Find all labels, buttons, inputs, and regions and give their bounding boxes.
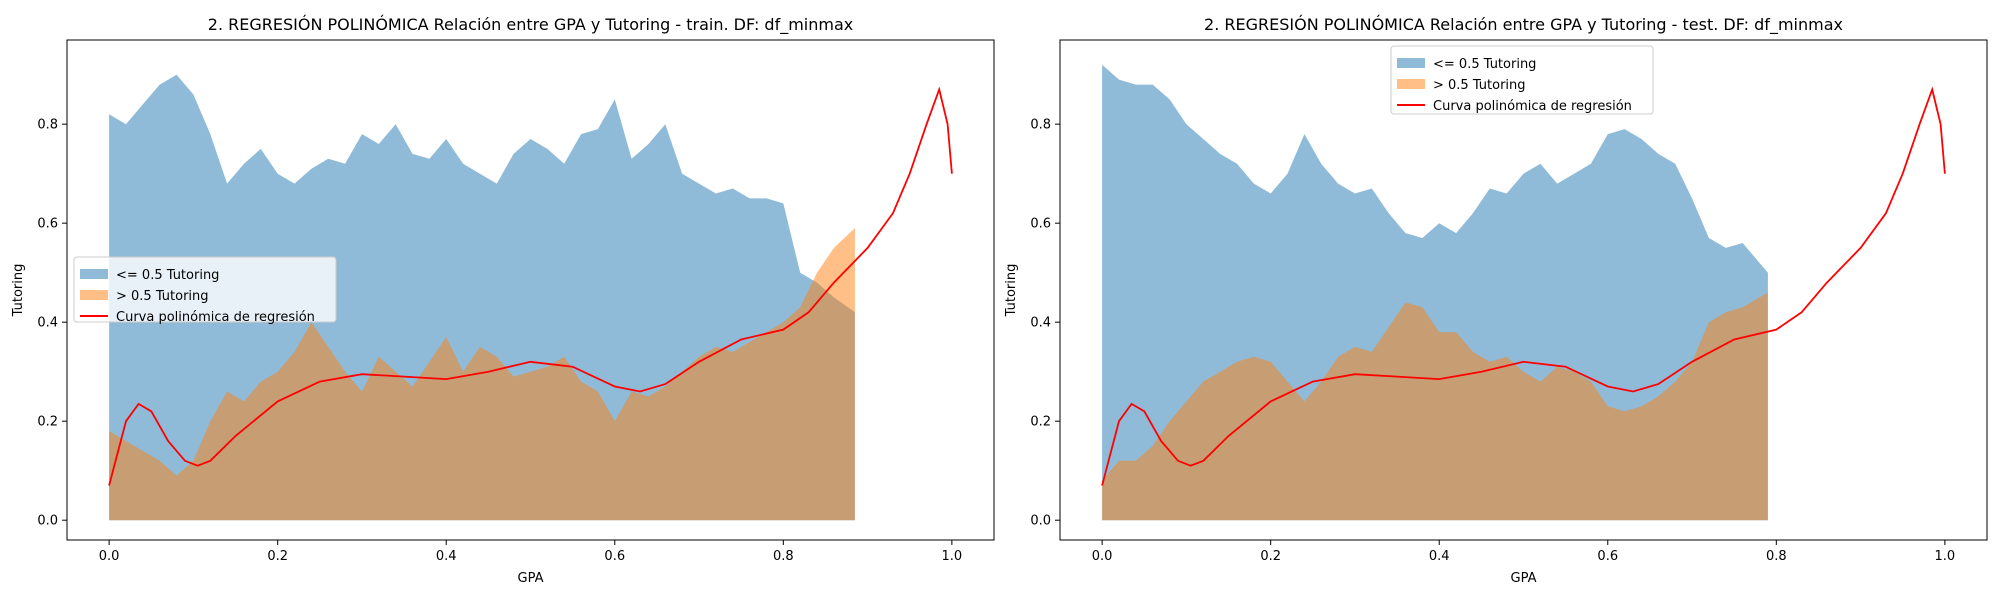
legend-label: Curva polinómica de regresión bbox=[116, 310, 315, 325]
legend-label: > 0.5 Tutoring bbox=[116, 289, 209, 304]
x-tick-label: 0.4 bbox=[1429, 549, 1450, 564]
regression-curve-line bbox=[108, 86, 953, 486]
legend: <= 0.5 Tutoring > 0.5 Tutoring Curva polin… bbox=[1390, 45, 1654, 115]
chart-title: 2. REGRESIÓN POLINÓMICA Relación entre G… bbox=[1204, 15, 1843, 35]
y-axis-label: Tutoring bbox=[1004, 264, 1019, 318]
x-axis-label: GPA bbox=[1511, 571, 1537, 586]
x-axis-label: GPA bbox=[518, 571, 544, 586]
x-tick-label: 0.6 bbox=[604, 549, 625, 564]
legend-label: <= 0.5 Tutoring bbox=[116, 268, 219, 283]
legend-label: > 0.5 Tutoring bbox=[1433, 78, 1526, 93]
y-tick-label: 0.0 bbox=[37, 514, 58, 529]
x-tick-label: 0.8 bbox=[773, 549, 794, 564]
x-tick-label: 0.2 bbox=[267, 549, 288, 564]
y-tick-label: 0.6 bbox=[1030, 217, 1051, 232]
legend-label: <= 0.5 Tutoring bbox=[1433, 57, 1536, 72]
chart-panel-2: 0.0 0.2 0.4 0.6 0.8 1.0 0.0 0.2 0.4 0.6 0.8 2. REGR… bbox=[1004, 15, 1988, 586]
y-tick-label: 0.4 bbox=[37, 316, 58, 331]
legend: <= 0.5 Tutoring > 0.5 Tutoring Curva polin… bbox=[73, 256, 337, 325]
y-tick-label: 0.0 bbox=[1030, 514, 1051, 529]
area-series-2 bbox=[1102, 292, 1768, 521]
y-tick-label: 0.8 bbox=[37, 118, 58, 133]
legend-swatch bbox=[80, 269, 108, 279]
x-tick-label: 1.0 bbox=[1935, 549, 1956, 564]
x-tick-label: 0.6 bbox=[1597, 549, 1618, 564]
y-tick-label: 0.4 bbox=[1030, 316, 1051, 331]
plot-frame bbox=[66, 39, 995, 541]
x-tick-label: 0.0 bbox=[1092, 549, 1113, 564]
x-tick-label: 0.2 bbox=[1260, 549, 1281, 564]
y-tick-label: 0.2 bbox=[1030, 415, 1051, 430]
regression-curve-line bbox=[1101, 86, 1946, 486]
x-tick-label: 0.0 bbox=[99, 549, 120, 564]
plot-frame bbox=[1059, 39, 1988, 541]
x-tick-label: 0.4 bbox=[436, 549, 457, 564]
area-series-2 bbox=[109, 228, 855, 521]
legend-swatch bbox=[1397, 58, 1425, 68]
y-tick-label: 0.6 bbox=[37, 217, 58, 232]
legend-swatch bbox=[1397, 79, 1425, 89]
chart-title: 2. REGRESIÓN POLINÓMICA Relación entre G… bbox=[208, 15, 853, 35]
legend-box bbox=[73, 256, 337, 323]
x-tick-label: 0.8 bbox=[1766, 549, 1787, 564]
y-tick-label: 0.8 bbox=[1030, 118, 1051, 133]
y-tick-label: 0.2 bbox=[37, 415, 58, 430]
legend-label: Curva polinómica de regresión bbox=[1433, 99, 1632, 114]
legend-box bbox=[1390, 45, 1654, 115]
y-axis-label: Tutoring bbox=[11, 264, 26, 318]
legend-swatch bbox=[80, 290, 108, 300]
x-tick-label: 1.0 bbox=[942, 549, 963, 564]
chart-panel-1: 0.0 0.2 0.4 0.6 0.8 1.0 0.0 0.2 0.4 0.6 0.8 2. REGR… bbox=[11, 15, 995, 586]
